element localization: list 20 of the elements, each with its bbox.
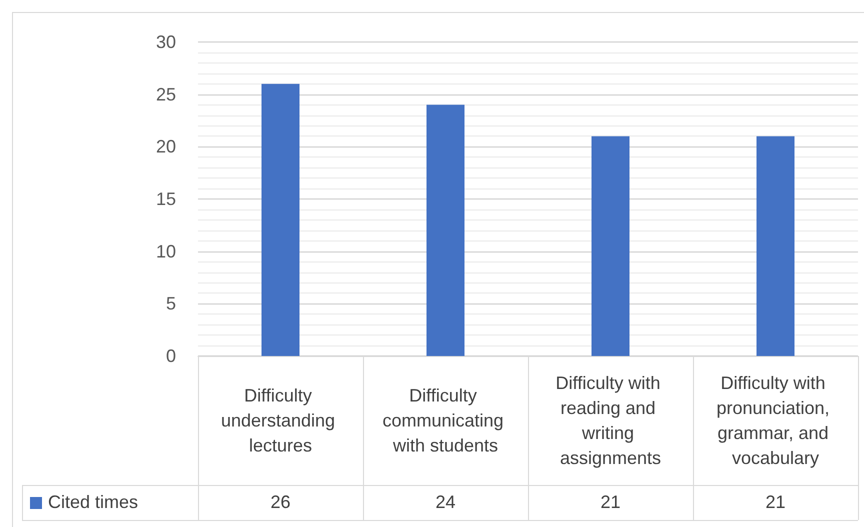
y-tick-label: 0 [166,346,176,366]
y-tick-label: 20 [156,136,176,157]
x-tick-label: Difficulty understanding lectures [220,386,340,456]
bar [262,84,300,356]
y-tick-label: 25 [156,84,176,104]
y-tick-label: 10 [156,241,176,262]
y-tick-label: 15 [156,189,176,209]
data-label: 24 [434,491,457,514]
data-label: 21 [599,491,622,514]
bar [426,104,464,356]
x-tick-label: Difficulty communicating with students [382,386,509,456]
x-tick-label: Difficulty with pronunciation, grammar, and vocabulary [716,373,835,468]
y-tick-label: 5 [166,294,176,314]
legend-label: Cited times [48,492,138,513]
bar [592,136,630,356]
bar [756,136,794,356]
y-tick-label: 30 [156,32,176,52]
data-label: 26 [269,491,292,514]
data-label: 21 [764,491,787,514]
x-tick-label: Difficulty with reading and writing assignments [556,373,666,468]
